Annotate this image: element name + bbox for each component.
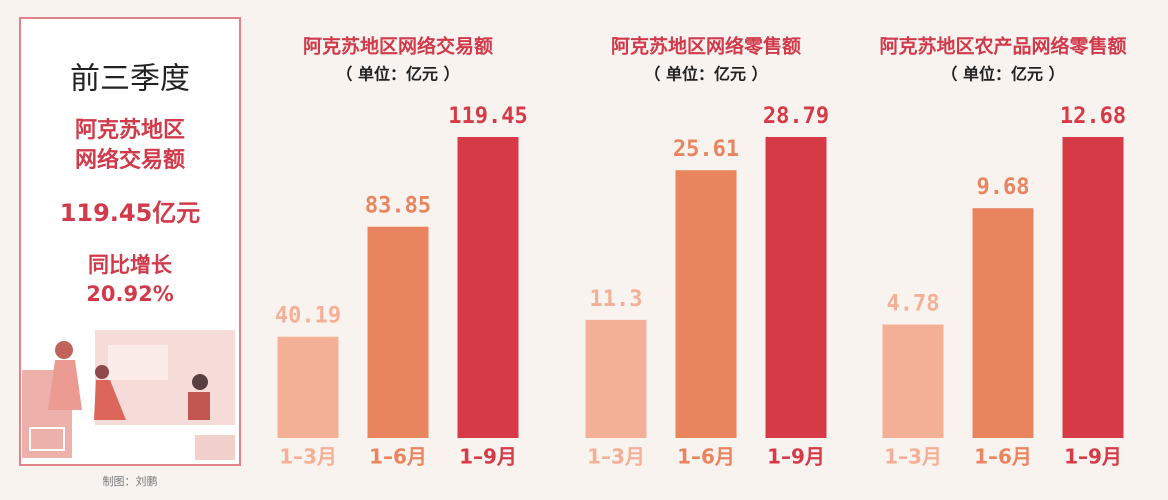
period: 前三季度 (70, 62, 190, 97)
category-label: 1–6月 (677, 445, 735, 469)
bar (585, 319, 647, 438)
value-label: 25.61 (673, 137, 739, 162)
cart (29, 427, 65, 451)
bar (675, 170, 737, 439)
figure-head (55, 341, 73, 359)
bar (882, 324, 944, 438)
figure-body (188, 392, 210, 420)
chart-subtitle: （ 单位：亿元 ） (336, 65, 459, 84)
value-label: 28.79 (763, 104, 829, 129)
subject: 网络交易额 (75, 147, 185, 173)
chart-title: 阿克苏地区农产品网络零售额 (879, 35, 1126, 58)
category-label: 1–3月 (884, 445, 942, 469)
category-label: 1–3月 (587, 445, 645, 469)
bar (457, 137, 519, 438)
subject: 阿克苏地区 (75, 117, 185, 143)
category-label: 1–3月 (279, 445, 337, 469)
category-label: 1–9月 (459, 445, 517, 469)
chart-title: 阿克苏地区网络交易额 (303, 35, 493, 58)
bar (277, 336, 339, 438)
gift (195, 435, 235, 460)
category-label: 1–6月 (974, 445, 1032, 469)
bar (765, 137, 827, 438)
illustration (22, 330, 235, 460)
value-label: 9.68 (977, 175, 1030, 200)
amount: 119.45亿元 (60, 199, 201, 227)
value-label: 119.45 (448, 104, 527, 129)
credit: 制图：刘鹏 (103, 475, 158, 488)
figure-body (94, 380, 126, 420)
value-label: 4.78 (887, 292, 940, 317)
value-label: 11.3 (590, 287, 643, 312)
category-label: 1–6月 (369, 445, 427, 469)
bar (1062, 137, 1124, 438)
category-label: 1–9月 (1064, 445, 1122, 469)
chart-subtitle: （ 单位：亿元 ） (941, 65, 1064, 84)
category-label: 1–9月 (767, 445, 825, 469)
figure-head (192, 374, 208, 390)
chart-title: 阿克苏地区网络零售额 (611, 35, 801, 58)
screen-panel (108, 345, 168, 380)
bar (972, 208, 1034, 438)
value-label: 12.68 (1060, 104, 1126, 129)
growth: 20.92% (86, 282, 173, 306)
figure-head (95, 365, 109, 379)
chart-subtitle: （ 单位：亿元 ） (644, 65, 767, 84)
value-label: 40.19 (275, 304, 341, 329)
value-label: 83.85 (365, 194, 431, 219)
growth-label: 同比增长 (88, 253, 173, 277)
figure-body (48, 360, 82, 410)
bar (367, 226, 429, 438)
